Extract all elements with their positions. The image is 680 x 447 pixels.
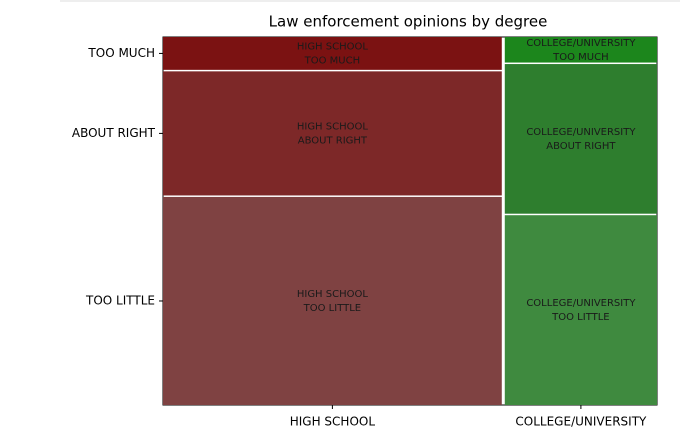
x-tick-label: COLLEGE/UNIVERSITY [515,415,647,429]
cell-label-row: TOO LITTLE [551,312,609,323]
cell-label-row: ABOUT RIGHT [546,141,616,152]
mosaic-cell [504,37,657,63]
cell-label-column: HIGH SCHOOL [297,41,369,52]
y-tick-label: ABOUT RIGHT [72,126,156,140]
cell-label-column: HIGH SCHOOL [297,121,369,132]
mosaic-cell [163,71,502,196]
cell-label-column: COLLEGE/UNIVERSITY [526,298,636,309]
cell-label-column: COLLEGE/UNIVERSITY [526,38,636,49]
mosaic-cell [163,37,502,70]
y-tick-label: TOO MUCH [87,46,155,60]
cell-label-column: HIGH SCHOOL [297,289,369,300]
cell-label-row: TOO LITTLE [303,303,361,314]
mosaic-cell [504,215,657,405]
y-tick-label: TOO LITTLE [85,293,155,307]
cell-label-row: TOO MUCH [552,52,608,63]
x-tick-label: HIGH SCHOOL [290,415,376,429]
cell-label-row: ABOUT RIGHT [298,135,368,146]
cell-label-column: COLLEGE/UNIVERSITY [526,127,636,138]
mosaic-cell [504,64,657,214]
cell-label-row: TOO MUCH [304,55,360,66]
mosaic-cell [163,196,502,405]
chart-title: Law enforcement opinions by degree [269,13,548,31]
